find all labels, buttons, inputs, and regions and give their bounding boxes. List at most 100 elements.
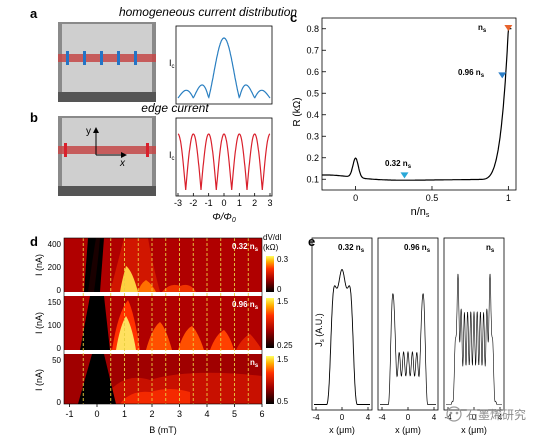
panel-c-ann-096: 0.96 ns — [458, 68, 485, 79]
panel-d-xtick: 5 — [232, 409, 237, 419]
colorbar-2-bottom: 0.25 — [277, 341, 293, 350]
panel-c-ytick: 0.1 — [306, 174, 319, 184]
panel-c-xlabel: n/ns — [411, 206, 430, 219]
panel-c-ytick: 0.2 — [306, 153, 319, 163]
panel-c-markers — [400, 25, 513, 179]
panel-d-row1-label: 0.32 ns — [232, 242, 259, 253]
panel-d-guide-lines — [82, 238, 249, 404]
panel-e-curve-3 — [446, 273, 502, 405]
panel-d-row2-ytick: 100 — [48, 321, 62, 330]
panel-b-plot: Ic -3 -2 -1 0 1 2 3 Φ/Φ0 — [169, 117, 273, 224]
colorbar-3 — [266, 356, 274, 404]
panel-d-row3-label: ns — [250, 358, 259, 369]
panel-b-xticks: -3 -2 -1 0 1 2 3 — [174, 193, 273, 208]
panel-d-xlabel: B (mT) — [149, 425, 177, 435]
panel-a-curve — [177, 37, 271, 99]
panel-b-xtick: -2 — [189, 198, 197, 208]
panel-d-row-1 — [64, 238, 262, 292]
panel-e-xlabel: x (μm) — [461, 425, 487, 435]
panel-d-xtick: 0 — [94, 409, 99, 419]
panel-b-device-image — [58, 116, 156, 196]
panel-c-letter: c — [290, 10, 297, 25]
panel-a-ylabel: Ic — [169, 58, 175, 70]
panel-d-row1-ytick: 400 — [48, 240, 62, 249]
panel-e-xtick: 4 — [498, 413, 503, 422]
panel-e-ylabel: Js (A.U.) — [314, 313, 326, 347]
panel-b-xtick: -1 — [205, 198, 213, 208]
panel-c-ylabel: R (kΩ) — [292, 97, 303, 126]
colorbar-1 — [266, 256, 274, 292]
panel-b-letter: b — [30, 110, 38, 125]
panel-c-ytick: 0.4 — [306, 110, 319, 120]
watermark: 石墨烯研究 — [446, 406, 526, 422]
panel-b-xtick: 3 — [267, 198, 272, 208]
watermark-icon — [446, 406, 462, 422]
panel-d-row2-ytick: 150 — [48, 298, 62, 307]
panel-e-xtick: 0 — [472, 413, 477, 422]
panel-a-caption: homogeneous current distribution — [119, 5, 297, 19]
panel-d-row-2 — [64, 296, 262, 350]
panel-d-xtick: -1 — [65, 409, 73, 419]
panel-c-ytick: 0.3 — [306, 131, 319, 141]
panel-d-xtick: 6 — [259, 409, 264, 419]
panel-e-plot1-label: 0.32 ns — [338, 243, 365, 254]
colorbar-3-bottom: 0.5 — [277, 397, 289, 406]
colorbar-unit: (kΩ) — [263, 243, 279, 252]
panel-e-plot2-label: 0.96 ns — [404, 243, 431, 254]
panel-e-curve-2 — [380, 293, 436, 405]
panel-b-caption: edge current — [141, 101, 209, 115]
panel-e-xtick: -4 — [312, 413, 320, 422]
panel-a-letter: a — [30, 6, 38, 21]
panel-c-xtick: 0 — [353, 193, 358, 203]
watermark-text: 石墨烯研究 — [466, 407, 526, 422]
panel-c-xtick: 1 — [506, 193, 511, 203]
panel-d-row3-ytick: 50 — [52, 356, 61, 365]
panel-e-xtick: 0 — [406, 413, 411, 422]
panel-c-marker-2 — [498, 72, 507, 79]
panel-b-xlabel: Φ/Φ0 — [212, 212, 236, 224]
panel-d-row3-ylabel: I (nA) — [34, 369, 44, 391]
panel-a-device-image — [58, 22, 156, 102]
panel-c-ytick: 0.7 — [306, 45, 319, 55]
panel-e-xlabel: x (μm) — [395, 425, 421, 435]
panel-b-axis-x: x — [119, 158, 126, 169]
panel-c-ann-032: 0.32 ns — [385, 159, 412, 170]
panel-e-xtick: 0 — [340, 413, 345, 422]
panel-e-xtick: 4 — [432, 413, 437, 422]
colorbar-title: dV/dI — [263, 233, 282, 242]
panel-d-letter: d — [30, 234, 38, 249]
colorbar-3-top: 1.5 — [277, 355, 289, 364]
panel-e-xtick: 4 — [366, 413, 371, 422]
panel-c-ann-ns: ns — [478, 23, 487, 34]
panel-d-row1-ytick: 0 — [57, 286, 62, 295]
panel-b-axis-y: y — [86, 126, 91, 137]
panel-e-xlabel: x (μm) — [329, 425, 355, 435]
panel-e-plot3-label: ns — [486, 243, 495, 254]
panel-b-curve — [177, 133, 271, 191]
panel-c-ytick: 0.6 — [306, 67, 319, 77]
panel-c-curve — [322, 28, 512, 181]
panel-d-row2-ytick: 0 — [57, 344, 62, 353]
panel-c-marker-1 — [400, 172, 409, 179]
panel-c-ytick: 0.8 — [306, 24, 319, 34]
panel-d-xtick: 1 — [122, 409, 127, 419]
colorbar-1-bottom: 0 — [277, 285, 282, 294]
panel-a-plot: Ic — [169, 25, 273, 105]
panel-b-xtick: 1 — [237, 198, 242, 208]
panel-c-plot: 0.1 0.2 0.3 0.4 0.5 0.6 0.7 0.8 0 0.5 1 R (kΩ) n/n… — [292, 17, 517, 219]
panel-d-xtick: 3 — [177, 409, 182, 419]
panel-b-ylabel: Ic — [169, 150, 175, 162]
panel-d-row3-ytick: 0 — [57, 398, 62, 407]
panel-b-xtick: -3 — [174, 198, 182, 208]
panel-d-row1-ytick: 200 — [48, 263, 62, 272]
panel-d-row2-label: 0.96 ns — [232, 300, 259, 311]
panel-c-marker-3 — [504, 25, 513, 32]
colorbar-1-top: 0.3 — [277, 255, 289, 264]
panel-e-curve-1 — [314, 268, 370, 405]
panel-d-heatmaps — [60, 237, 266, 405]
panel-c-ticks: 0.1 0.2 0.3 0.4 0.5 0.6 0.7 0.8 0 0.5 1 — [306, 24, 510, 203]
panel-d-row2-ylabel: I (nA) — [34, 312, 44, 334]
panel-b-xtick: 0 — [221, 198, 226, 208]
